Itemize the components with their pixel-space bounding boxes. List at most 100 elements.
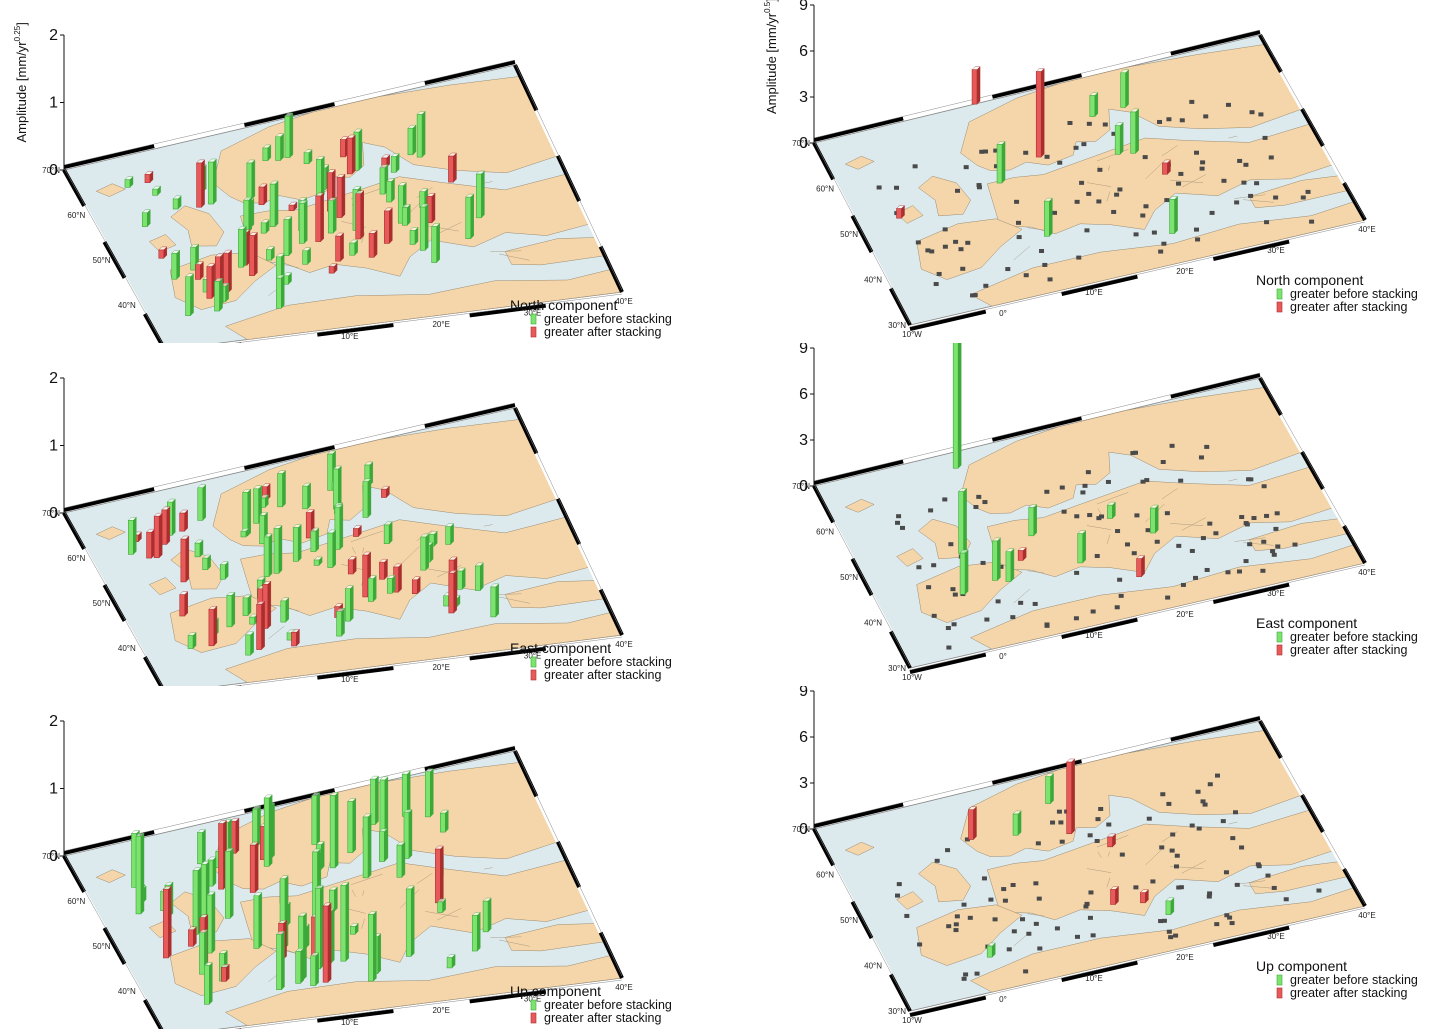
- bar-before-stacking: [273, 524, 283, 574]
- bar-before-stacking: [1089, 91, 1099, 118]
- bar-before-stacking: [219, 561, 229, 580]
- station-marker: [1230, 836, 1236, 841]
- station-marker: [1234, 200, 1240, 205]
- map-svg: 70°N60°N50°N40°N30°N10°W0°10°E20°E30°E40…: [13, 22, 672, 343]
- station-marker: [1166, 117, 1172, 122]
- lat-tick-label: 60°N: [816, 185, 834, 194]
- station-marker: [1111, 209, 1117, 214]
- bar-after-stacking: [411, 576, 421, 595]
- map-svg: 70°N60°N50°N40°N30°N10°W0°10°E20°E30°E40…: [792, 686, 1418, 1025]
- station-marker: [942, 227, 948, 232]
- station-marker: [1023, 969, 1029, 974]
- map-frame-segment: [82, 205, 107, 243]
- country-border: [425, 225, 459, 232]
- map-frame-segment: [598, 245, 624, 293]
- bar-before-stacking: [203, 962, 213, 1005]
- bar-before-stacking: [315, 155, 325, 198]
- z-tick-label: 9: [799, 686, 808, 700]
- land-mass: [916, 218, 1023, 280]
- station-marker: [1105, 479, 1111, 484]
- map-frame-segment: [317, 1009, 394, 1023]
- bar-after-stacking: [187, 926, 197, 947]
- map-frame-outline: [1259, 32, 1366, 219]
- z-tick-label: 9: [799, 0, 808, 14]
- bar-before-stacking: [280, 597, 290, 623]
- bar-before-stacking: [187, 632, 197, 650]
- map-frame-segment: [534, 109, 560, 157]
- map-frame-segment: [1279, 71, 1304, 110]
- z-tick-label: 0: [49, 162, 58, 179]
- map-frame-segment: [243, 445, 336, 470]
- map-frame-segment: [1321, 145, 1346, 184]
- panel-up-025: 70°N60°N50°N40°N30°N10°W0°10°E20°E30°E40…: [0, 686, 719, 1029]
- map-frame-segment: [143, 656, 164, 686]
- station-marker: [1200, 536, 1206, 541]
- station-marker: [1249, 110, 1255, 115]
- map-frame-segment: [143, 999, 164, 1029]
- country-border: [483, 867, 493, 870]
- station-marker: [1176, 181, 1182, 186]
- station-marker: [1275, 544, 1281, 549]
- country-border: [268, 625, 285, 640]
- bar-before-stacking: [986, 942, 996, 958]
- station-marker: [1223, 870, 1229, 875]
- land-mass: [986, 809, 1334, 921]
- country-border: [362, 547, 365, 553]
- bar-before-stacking: [277, 470, 287, 508]
- map-frame-segment: [1321, 831, 1346, 870]
- bar-before-stacking: [172, 195, 182, 210]
- station-marker: [1174, 864, 1180, 869]
- map-frame-segment: [513, 64, 539, 112]
- station-marker: [1042, 262, 1048, 267]
- z-tick-label: 1: [49, 95, 58, 112]
- station-marker: [1195, 789, 1201, 794]
- station-marker: [1248, 193, 1254, 198]
- bar-before-stacking: [127, 516, 137, 555]
- bar-after-stacking: [223, 249, 233, 293]
- station-marker: [1130, 451, 1136, 456]
- country-border: [1108, 165, 1110, 171]
- station-marker: [1160, 792, 1166, 797]
- legend-swatch-red: [530, 669, 537, 681]
- station-marker: [1264, 220, 1270, 225]
- station-marker: [953, 239, 959, 244]
- station-marker: [942, 497, 948, 502]
- country-border: [483, 181, 493, 184]
- station-marker: [1032, 601, 1038, 606]
- station-marker: [1026, 931, 1032, 936]
- bar-before-stacking: [445, 523, 455, 545]
- bar-before-stacking: [226, 591, 236, 628]
- station-marker: [1273, 526, 1279, 531]
- bar-before-stacking: [420, 533, 430, 571]
- station-marker: [1241, 180, 1247, 185]
- land-mass: [240, 516, 591, 620]
- country-border: [1106, 191, 1111, 202]
- bar-before-stacking: [996, 140, 1006, 184]
- lon-tick-label: 0°: [999, 652, 1007, 661]
- map-frame-segment: [1258, 377, 1283, 416]
- lat-tick-label: 70°N: [42, 852, 60, 861]
- map-frame-outline: [813, 715, 1261, 825]
- map-frame-outline: [233, 636, 623, 686]
- station-marker: [1178, 478, 1184, 483]
- country-border: [1106, 877, 1111, 888]
- station-marker: [1115, 529, 1121, 534]
- map-frame-segment: [869, 937, 893, 976]
- station-marker: [963, 972, 969, 977]
- legend-label-green: greater before stacking: [544, 312, 672, 326]
- map-frame-segment: [82, 891, 107, 929]
- station-marker: [1158, 249, 1164, 254]
- map-frame-segment: [545, 637, 623, 651]
- land-mass: [170, 205, 225, 247]
- lon-tick-label: 40°E: [1358, 225, 1375, 234]
- station-marker: [980, 560, 986, 565]
- station-marker: [1131, 551, 1137, 556]
- map-frame-segment: [1212, 239, 1290, 261]
- lon-tick-label: 20°E: [1176, 953, 1193, 962]
- station-marker: [1209, 210, 1215, 215]
- bar-after-stacking: [426, 192, 436, 224]
- map-frame-outline: [1259, 375, 1366, 562]
- lat-tick-label: 60°N: [67, 211, 85, 220]
- bar-after-stacking: [179, 591, 189, 617]
- station-marker: [1142, 155, 1148, 160]
